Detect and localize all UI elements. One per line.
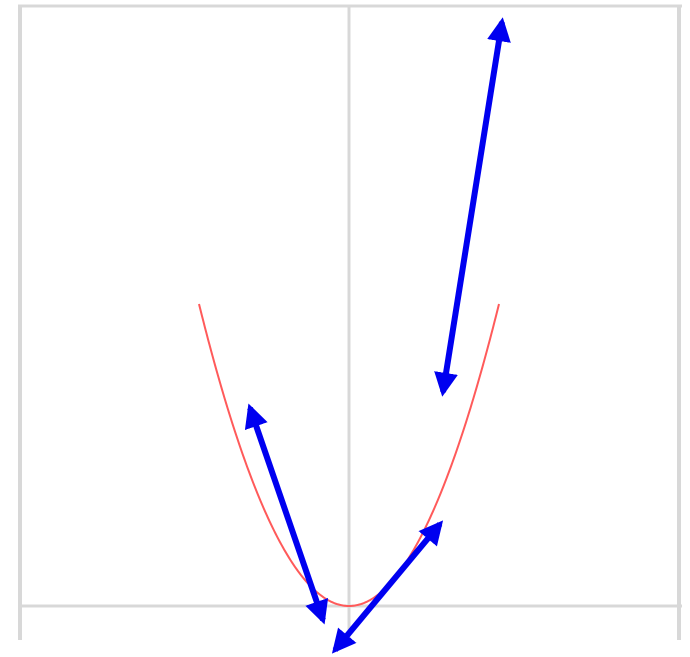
tangent-arrow-right — [434, 17, 511, 397]
plot-frame — [18, 4, 682, 640]
tangent-arrow-bottom — [331, 520, 444, 654]
tangent-arrow-left — [244, 403, 329, 625]
tangent-arrows — [244, 17, 511, 654]
